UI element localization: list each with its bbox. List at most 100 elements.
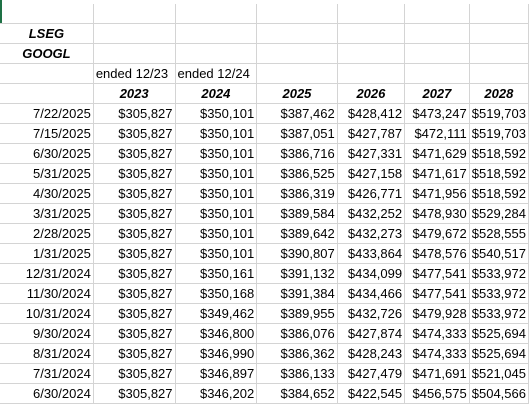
date-cell[interactable]: 12/31/2024 (0, 263, 94, 284)
value-cell[interactable]: $525,694 (469, 343, 529, 364)
value-cell[interactable]: $471,956 (404, 183, 470, 204)
value-cell[interactable]: $387,462 (256, 103, 338, 124)
value-cell[interactable]: $305,827 (93, 343, 176, 364)
date-cell[interactable]: 5/31/2025 (0, 163, 94, 184)
value-cell[interactable]: $350,161 (175, 263, 258, 284)
value-cell[interactable]: $350,101 (175, 203, 258, 224)
year-header-2025[interactable]: 2025 (256, 83, 338, 104)
value-cell[interactable]: $305,827 (93, 263, 176, 284)
year-header-2024[interactable]: 2024 (175, 83, 258, 104)
cell[interactable] (469, 4, 529, 24)
cell[interactable] (404, 23, 470, 44)
cell[interactable] (175, 43, 258, 64)
value-cell[interactable]: $432,273 (337, 223, 406, 244)
date-cell[interactable]: 4/30/2025 (0, 183, 94, 204)
source-label-cell[interactable]: LSEG (0, 23, 94, 44)
value-cell[interactable]: $391,132 (256, 263, 338, 284)
date-cell[interactable]: 7/31/2024 (0, 363, 94, 384)
value-cell[interactable]: $346,897 (175, 363, 258, 384)
cell[interactable] (256, 63, 338, 84)
year-header-2027[interactable]: 2027 (404, 83, 470, 104)
cell[interactable] (404, 43, 470, 64)
value-cell[interactable]: $350,101 (175, 243, 258, 264)
value-cell[interactable]: $474,333 (404, 343, 470, 364)
value-cell[interactable]: $350,101 (175, 123, 258, 144)
value-cell[interactable]: $350,101 (175, 163, 258, 184)
value-cell[interactable]: $521,045 (469, 363, 529, 384)
value-cell[interactable]: $518,592 (469, 183, 529, 204)
cell[interactable] (469, 63, 529, 84)
value-cell[interactable]: $346,800 (175, 323, 258, 344)
cell[interactable] (175, 23, 258, 44)
value-cell[interactable]: $387,051 (256, 123, 338, 144)
value-cell[interactable]: $477,541 (404, 283, 470, 304)
value-cell[interactable]: $474,333 (404, 323, 470, 344)
value-cell[interactable]: $427,479 (337, 363, 406, 384)
value-cell[interactable]: $427,158 (337, 163, 406, 184)
value-cell[interactable]: $305,827 (93, 223, 176, 244)
ended-label-cell-2023[interactable]: ended 12/23 (93, 63, 176, 84)
value-cell[interactable]: $384,652 (256, 383, 338, 404)
cell[interactable] (93, 23, 176, 44)
value-cell[interactable]: $349,462 (175, 303, 258, 324)
value-cell[interactable]: $386,076 (256, 323, 338, 344)
value-cell[interactable]: $305,827 (93, 243, 176, 264)
value-cell[interactable]: $473,247 (404, 103, 470, 124)
value-cell[interactable]: $428,412 (337, 103, 406, 124)
value-cell[interactable]: $305,827 (93, 303, 176, 324)
value-cell[interactable]: $519,703 (469, 123, 529, 144)
value-cell[interactable]: $434,466 (337, 283, 406, 304)
value-cell[interactable]: $305,827 (93, 163, 176, 184)
value-cell[interactable]: $432,726 (337, 303, 406, 324)
cell[interactable] (404, 4, 470, 24)
value-cell[interactable]: $390,807 (256, 243, 338, 264)
cell[interactable] (404, 63, 470, 84)
value-cell[interactable]: $533,972 (469, 263, 529, 284)
ended-label-cell-2024[interactable]: ended 12/24 (175, 63, 258, 84)
value-cell[interactable]: $305,827 (93, 363, 176, 384)
value-cell[interactable]: $478,576 (404, 243, 470, 264)
value-cell[interactable]: $305,827 (93, 383, 176, 404)
value-cell[interactable]: $427,331 (337, 143, 406, 164)
cell[interactable] (93, 4, 176, 24)
cell[interactable] (175, 4, 258, 24)
cell[interactable] (469, 23, 529, 44)
value-cell[interactable]: $525,694 (469, 323, 529, 344)
value-cell[interactable]: $386,362 (256, 343, 338, 364)
cell[interactable] (256, 43, 338, 64)
value-cell[interactable]: $540,517 (469, 243, 529, 264)
value-cell[interactable]: $350,101 (175, 183, 258, 204)
value-cell[interactable]: $504,566 (469, 383, 529, 404)
date-cell[interactable]: 11/30/2024 (0, 283, 94, 304)
cell[interactable] (256, 4, 338, 24)
value-cell[interactable]: $389,584 (256, 203, 338, 224)
value-cell[interactable]: $305,827 (93, 203, 176, 224)
value-cell[interactable]: $386,716 (256, 143, 338, 164)
value-cell[interactable]: $350,101 (175, 143, 258, 164)
value-cell[interactable]: $305,827 (93, 283, 176, 304)
date-cell[interactable]: 7/22/2025 (0, 103, 94, 124)
value-cell[interactable]: $422,545 (337, 383, 406, 404)
value-cell[interactable]: $479,928 (404, 303, 470, 324)
cell[interactable] (337, 63, 406, 84)
value-cell[interactable]: $471,629 (404, 143, 470, 164)
value-cell[interactable]: $471,617 (404, 163, 470, 184)
value-cell[interactable]: $350,101 (175, 103, 258, 124)
date-cell[interactable]: 6/30/2024 (0, 383, 94, 404)
value-cell[interactable]: $434,099 (337, 263, 406, 284)
value-cell[interactable]: $528,555 (469, 223, 529, 244)
value-cell[interactable]: $518,592 (469, 163, 529, 184)
value-cell[interactable]: $350,101 (175, 223, 258, 244)
value-cell[interactable]: $427,787 (337, 123, 406, 144)
value-cell[interactable]: $305,827 (93, 103, 176, 124)
value-cell[interactable]: $305,827 (93, 183, 176, 204)
value-cell[interactable]: $472,111 (404, 123, 470, 144)
date-cell[interactable]: 6/30/2025 (0, 143, 94, 164)
value-cell[interactable]: $518,592 (469, 143, 529, 164)
date-cell[interactable]: 9/30/2024 (0, 323, 94, 344)
cell[interactable] (337, 43, 406, 64)
value-cell[interactable]: $519,703 (469, 103, 529, 124)
value-cell[interactable]: $433,864 (337, 243, 406, 264)
cell[interactable] (469, 43, 529, 64)
cell[interactable] (0, 63, 94, 84)
